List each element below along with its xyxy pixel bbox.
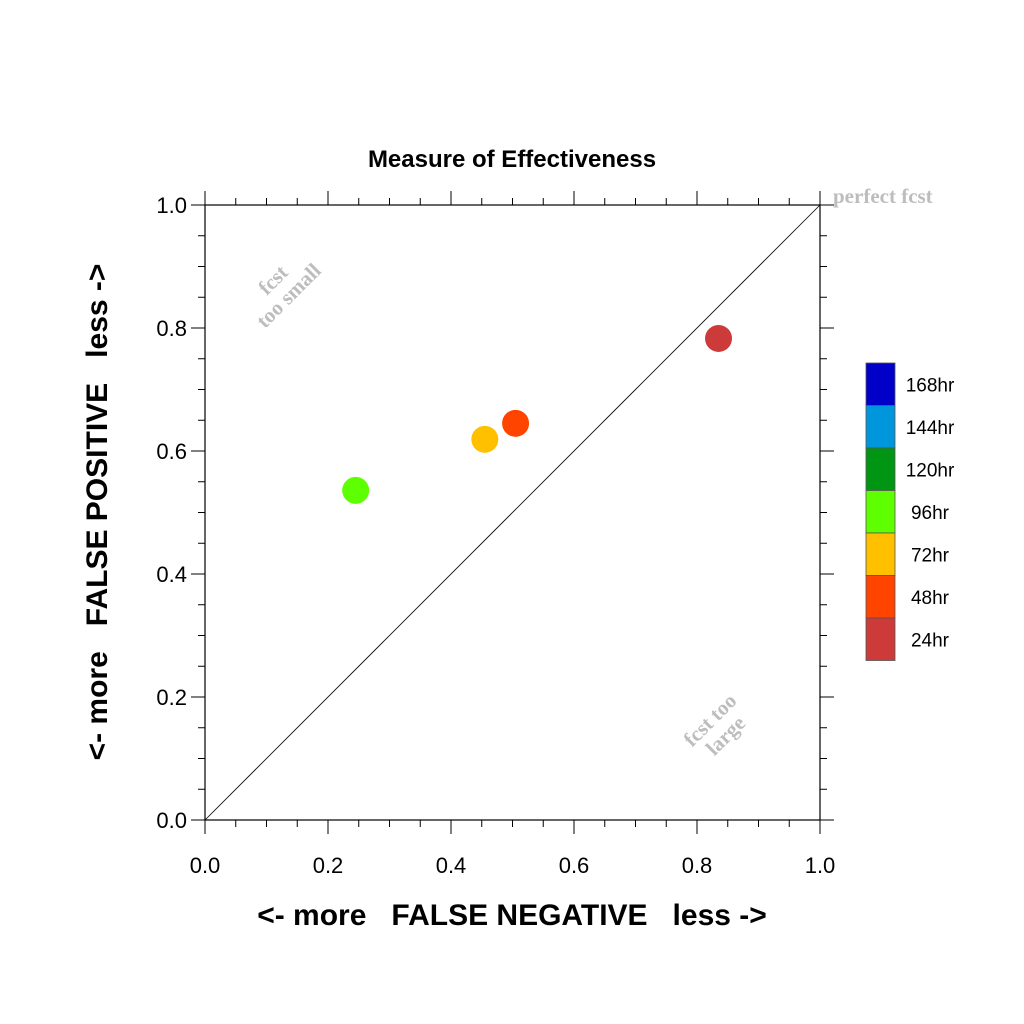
x-axis-title: <- more FALSE NEGATIVE less ->: [257, 899, 767, 932]
point-72hr: [471, 425, 499, 453]
y-axis-title: <- more FALSE POSITIVE less ->: [81, 264, 114, 761]
legend-swatch-144hr: [865, 405, 896, 449]
legend-swatch-72hr: [865, 532, 896, 576]
legend-label-24hr: 24hr: [911, 630, 950, 651]
perfect-fcst-annotation: perfect fcst: [833, 184, 933, 208]
perfect-forecast-diagonal: [204, 204, 821, 821]
y-tick-label: 0.4: [156, 562, 187, 587]
x-tick-label: 0.2: [313, 853, 344, 878]
point-24hr: [705, 324, 733, 352]
data-points: [342, 324, 733, 504]
plot-area: 0.0 0.2 0.4 0.6 0.8 1.0 0.0 0.2 0.4 0.6 0.8 1.0: [156, 191, 835, 878]
legend-swatch-96hr: [865, 490, 896, 534]
legend-label-144hr: 144hr: [906, 418, 955, 439]
x-tick-label: 0.6: [559, 853, 590, 878]
too-small-line2: too small: [251, 258, 325, 332]
x-tick-label: 1.0: [805, 853, 836, 878]
axis-tick-labels: 0.0 0.2 0.4 0.6 0.8 1.0 0.0 0.2 0.4 0.6 0.8 1.0: [156, 193, 835, 878]
x-tick-label: 0.4: [436, 853, 467, 878]
point-96hr: [342, 476, 370, 504]
chart-title: Measure of Effectiveness: [368, 146, 656, 173]
legend-label-96hr: 96hr: [911, 503, 950, 524]
legend-label-120hr: 120hr: [906, 460, 955, 481]
x-tick-label: 0.0: [190, 853, 221, 878]
legend-swatch-168hr: [865, 362, 896, 406]
x-tick-label: 0.8: [682, 853, 713, 878]
axis-ticks: [191, 191, 834, 834]
legend-label-168hr: 168hr: [906, 375, 955, 396]
point-48hr: [502, 409, 530, 437]
y-tick-label: 0.2: [156, 685, 187, 710]
too-small-annotation: fcst too small: [251, 258, 325, 332]
y-tick-label: 0.6: [156, 439, 187, 464]
y-tick-label: 0.8: [156, 316, 187, 341]
y-tick-label: 0.0: [156, 808, 187, 833]
y-tick-label: 1.0: [156, 193, 187, 218]
legend: 168hr 144hr 120hr 96hr 72hr 48hr 24hr: [865, 362, 955, 661]
legend-swatch-48hr: [865, 575, 896, 619]
too-large-annotation: fcst too large: [679, 689, 750, 760]
legend-label-72hr: 72hr: [911, 545, 950, 566]
legend-label-48hr: 48hr: [911, 588, 950, 609]
legend-swatch-120hr: [865, 447, 896, 491]
legend-swatch-24hr: [865, 617, 896, 661]
